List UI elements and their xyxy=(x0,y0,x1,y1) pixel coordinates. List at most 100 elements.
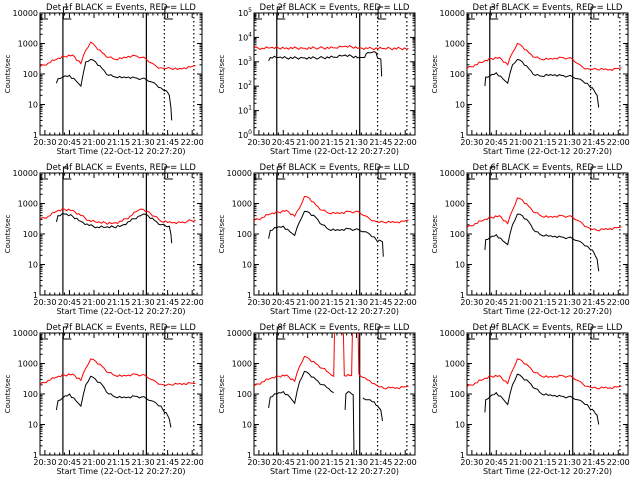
plot-title: Det 7f BLACK = Events, RED = LLD xyxy=(46,323,196,333)
x-axis-label: Start Time (22-Oct-12 20:27:20) xyxy=(483,467,612,476)
y-axis-label: Counts/sec xyxy=(4,215,12,254)
x-tick-label: 20:30 xyxy=(33,298,56,307)
x-tick-label: 20:45 xyxy=(485,138,508,147)
x-tick-label: 20:30 xyxy=(460,138,483,147)
events-series-line xyxy=(268,51,383,77)
y-tick-label: 104 xyxy=(238,31,252,42)
plot-frame xyxy=(253,172,416,296)
time-bracket-mark xyxy=(467,14,475,20)
x-tick-label: 21:45 xyxy=(582,138,605,147)
plot-det-6: 1 10 100 1000 10000 20:30 20:45 21:00 21:15 21:30… xyxy=(431,163,630,316)
x-tick-label: 21:30 xyxy=(558,298,581,307)
x-tick-label: 20:45 xyxy=(58,138,81,147)
series-group xyxy=(40,358,196,428)
y-tick-label: 102 xyxy=(238,80,252,91)
x-tick-label: 20:45 xyxy=(272,458,295,467)
y-tick-label: 10000 xyxy=(13,169,38,178)
lld-series-line xyxy=(467,358,622,390)
plot-title: Det 2f BLACK = Events, RED = LLD xyxy=(260,3,410,13)
lld-series-line xyxy=(467,42,622,71)
y-axis-label: Counts/sec xyxy=(218,215,226,254)
lld-series-line xyxy=(40,208,196,225)
y-tick-label: 1000 xyxy=(18,360,38,369)
x-tick-label: 22:00 xyxy=(607,298,630,307)
plot-frame xyxy=(39,172,203,296)
y-tick-label: 100 xyxy=(237,390,252,399)
y-tick-label: 1 xyxy=(247,291,252,300)
plot-title: Det 4f BLACK = Events, RED = LLD xyxy=(46,163,196,173)
time-bracket-mark xyxy=(254,174,262,180)
x-tick-label: 20:30 xyxy=(247,458,270,467)
y-tick-label: 100 xyxy=(23,230,38,239)
x-tick-label: 21:00 xyxy=(509,138,532,147)
plot-det-7: 1 10 100 1000 10000 20:30 20:45 21:00 21:15 21:30… xyxy=(4,323,204,476)
events-series-line xyxy=(484,373,600,425)
y-tick-label: 10000 xyxy=(13,329,38,338)
x-tick-label: 21:15 xyxy=(534,458,557,467)
x-tick-label: 22:00 xyxy=(394,298,417,307)
x-tick-label: 21:45 xyxy=(369,138,392,147)
y-tick-label: 10000 xyxy=(440,9,465,18)
x-tick-label: 21:30 xyxy=(345,298,368,307)
x-tick-label: 20:45 xyxy=(272,298,295,307)
x-tick-label: 21:15 xyxy=(321,298,344,307)
y-tick-label: 1 xyxy=(33,291,38,300)
x-tick-label: 20:30 xyxy=(33,138,56,147)
x-tick-label: 21:15 xyxy=(107,458,130,467)
y-tick-label: 10 xyxy=(455,101,465,110)
plot-frame xyxy=(466,12,629,136)
x-tick-label: 22:00 xyxy=(394,138,417,147)
x-tick-label: 20:30 xyxy=(460,458,483,467)
x-tick-label: 21:45 xyxy=(369,458,392,467)
events-series-line xyxy=(268,370,334,408)
events-series-line xyxy=(55,58,173,121)
plot-frame xyxy=(466,172,629,296)
time-bracket-mark xyxy=(40,14,48,20)
y-tick-label: 1 xyxy=(460,451,465,460)
plot-det-3: 1 10 100 1000 10000 20:30 20:45 21:00 21:15 21:30… xyxy=(431,3,630,156)
y-tick-label: 10 xyxy=(28,101,38,110)
series-group xyxy=(467,42,622,108)
x-axis-label: Start Time (22-Oct-12 20:27:20) xyxy=(56,467,185,476)
time-bracket-mark xyxy=(467,174,475,180)
y-tick-label: 1000 xyxy=(18,200,38,209)
y-tick-label: 100 xyxy=(23,70,38,79)
x-tick-label: 21:00 xyxy=(296,138,319,147)
events-series-line xyxy=(344,391,355,455)
x-tick-label: 21:30 xyxy=(132,298,155,307)
series-group xyxy=(40,41,196,121)
plot-title: Det 6f BLACK = Events, RED = LLD xyxy=(473,163,623,173)
series-group xyxy=(254,44,409,77)
y-tick-label: 1 xyxy=(33,451,38,460)
y-tick-label: 103 xyxy=(238,56,252,67)
lld-series-line xyxy=(357,333,409,390)
y-tick-label: 1000 xyxy=(445,360,465,369)
x-axis-label: Start Time (22-Oct-12 20:27:20) xyxy=(483,147,612,156)
y-axis-label: Counts/sec xyxy=(218,375,226,414)
events-series-line xyxy=(484,213,600,272)
y-axis-label: Counts/sec xyxy=(4,375,12,414)
plot-frame xyxy=(253,12,416,136)
x-tick-label: 21:45 xyxy=(156,298,179,307)
x-axis-label: Start Time (22-Oct-12 20:27:20) xyxy=(270,147,399,156)
y-axis-label: Counts/sec xyxy=(431,215,439,254)
y-tick-label: 1 xyxy=(33,131,38,140)
x-tick-label: 21:15 xyxy=(321,138,344,147)
x-tick-label: 21:45 xyxy=(369,298,392,307)
y-axis-label: Counts/sec xyxy=(431,55,439,94)
events-series-line xyxy=(55,212,173,244)
time-bracket-mark xyxy=(467,334,475,340)
y-tick-label: 1 xyxy=(460,131,465,140)
x-tick-label: 21:15 xyxy=(534,138,557,147)
plot-title: Det 5f BLACK = Events, RED = LLD xyxy=(260,163,410,173)
y-tick-label: 10 xyxy=(455,421,465,430)
y-tick-label: 10 xyxy=(455,261,465,270)
x-tick-label: 21:00 xyxy=(82,138,105,147)
x-axis-label: Start Time (22-Oct-12 20:27:20) xyxy=(56,307,185,316)
events-series-line xyxy=(268,210,384,257)
x-tick-label: 20:45 xyxy=(58,298,81,307)
plot-frame xyxy=(466,332,629,456)
y-axis-label: Counts/sec xyxy=(4,55,12,94)
x-axis-label: Start Time (22-Oct-12 20:27:20) xyxy=(56,147,185,156)
